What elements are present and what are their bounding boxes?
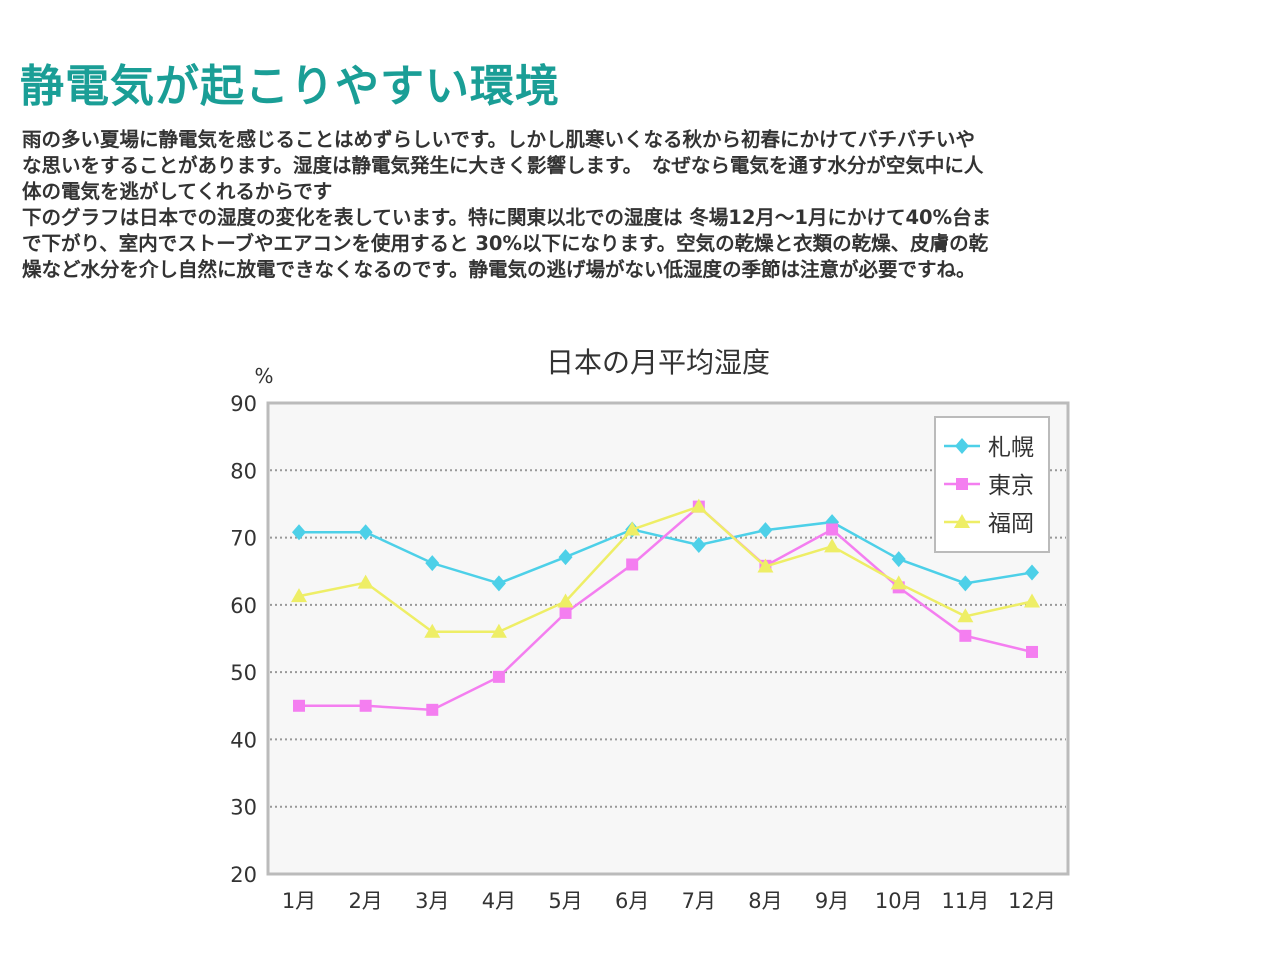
data-point: [891, 551, 906, 568]
data-point: [490, 623, 507, 638]
data-point: [359, 699, 372, 712]
body-text: 雨の多い夏場に静電気を感じることはめずらしいです。しかし肌寒いくなる秋から初春に…: [22, 127, 1262, 283]
data-point: [626, 558, 639, 571]
data-point: [557, 593, 574, 608]
data-point: [426, 703, 439, 716]
x-tick-label: 1月: [282, 889, 316, 913]
data-point: [293, 699, 305, 712]
series-line-3: [298, 505, 1033, 634]
body-line: 体の電気を逃がしてくれるからです: [22, 180, 333, 203]
legend-label: 福岡: [988, 511, 1034, 537]
data-point: [559, 606, 572, 619]
data-point: [824, 538, 841, 553]
body-line: で下がり、室内でストーブやエアコンを使用すると 30%以下になります。空気の乾燥…: [22, 232, 989, 255]
data-point: [357, 574, 374, 589]
y-axis-label: %: [254, 364, 273, 388]
legend-label: 札幌: [988, 435, 1034, 461]
data-point: [691, 536, 706, 553]
series-line-2: [299, 504, 1033, 712]
data-point: [425, 555, 440, 572]
x-tick-label: 12月: [1008, 889, 1056, 913]
data-point: [1026, 645, 1038, 658]
data-point: [757, 558, 774, 573]
data-point: [1025, 564, 1039, 581]
legend-label: 東京: [988, 473, 1034, 499]
x-tick-label: 8月: [748, 889, 782, 913]
data-point: [1024, 593, 1040, 608]
data-point: [358, 524, 373, 541]
y-tick-label: 20: [230, 863, 257, 887]
chart-title: 日本の月平均湿度: [546, 346, 770, 379]
y-tick-label: 70: [230, 527, 257, 551]
data-point: [292, 524, 306, 541]
y-tick-label: 40: [230, 728, 257, 752]
x-tick-label: 11月: [941, 889, 989, 913]
legend-marker: [956, 478, 968, 490]
x-tick-label: 10月: [875, 889, 923, 913]
x-tick-label: 2月: [348, 889, 382, 913]
x-tick-label: 5月: [548, 889, 582, 913]
x-tick-label: 3月: [415, 889, 449, 913]
data-point: [492, 670, 505, 683]
x-tick-label: 4月: [482, 889, 516, 913]
x-tick-label: 7月: [682, 889, 716, 913]
data-point: [958, 575, 973, 592]
y-tick-label: 90: [230, 392, 257, 416]
legend-marker: [955, 438, 969, 454]
page-heading: 静電気が起こりやすい環境: [20, 61, 560, 112]
data-point: [624, 521, 641, 536]
data-point: [826, 523, 839, 536]
data-point: [491, 575, 506, 592]
data-point: [291, 588, 307, 603]
body-line: な思いをすることがあります。湿度は静電気発生に大きく影響します。 なぜなら電気を…: [22, 154, 984, 177]
y-tick-label: 60: [230, 594, 257, 618]
series-line-1: [299, 520, 1033, 585]
data-point: [959, 629, 972, 642]
body-line: 下のグラフは日本での湿度の変化を表しています。特に関東以北での湿度は 冬場12月…: [22, 206, 992, 229]
data-point: [558, 549, 573, 566]
y-tick-label: 30: [230, 796, 257, 820]
data-point: [758, 522, 773, 539]
y-tick-label: 80: [230, 459, 257, 483]
x-tick-label: 6月: [615, 889, 649, 913]
data-point: [890, 575, 907, 590]
data-point: [957, 608, 974, 623]
x-tick-label: 9月: [815, 889, 849, 913]
data-point: [690, 498, 707, 513]
body-line: 雨の多い夏場に静電気を感じることはめずらしいです。しかし肌寒いくなる秋から初春に…: [22, 128, 975, 151]
body-line: 燥など水分を介し自然に放電できなくなるのです。静電気の逃げ場がない低湿度の季節は…: [22, 258, 976, 281]
y-tick-label: 50: [230, 661, 257, 685]
data-point: [424, 623, 441, 638]
legend-marker: [954, 514, 970, 528]
